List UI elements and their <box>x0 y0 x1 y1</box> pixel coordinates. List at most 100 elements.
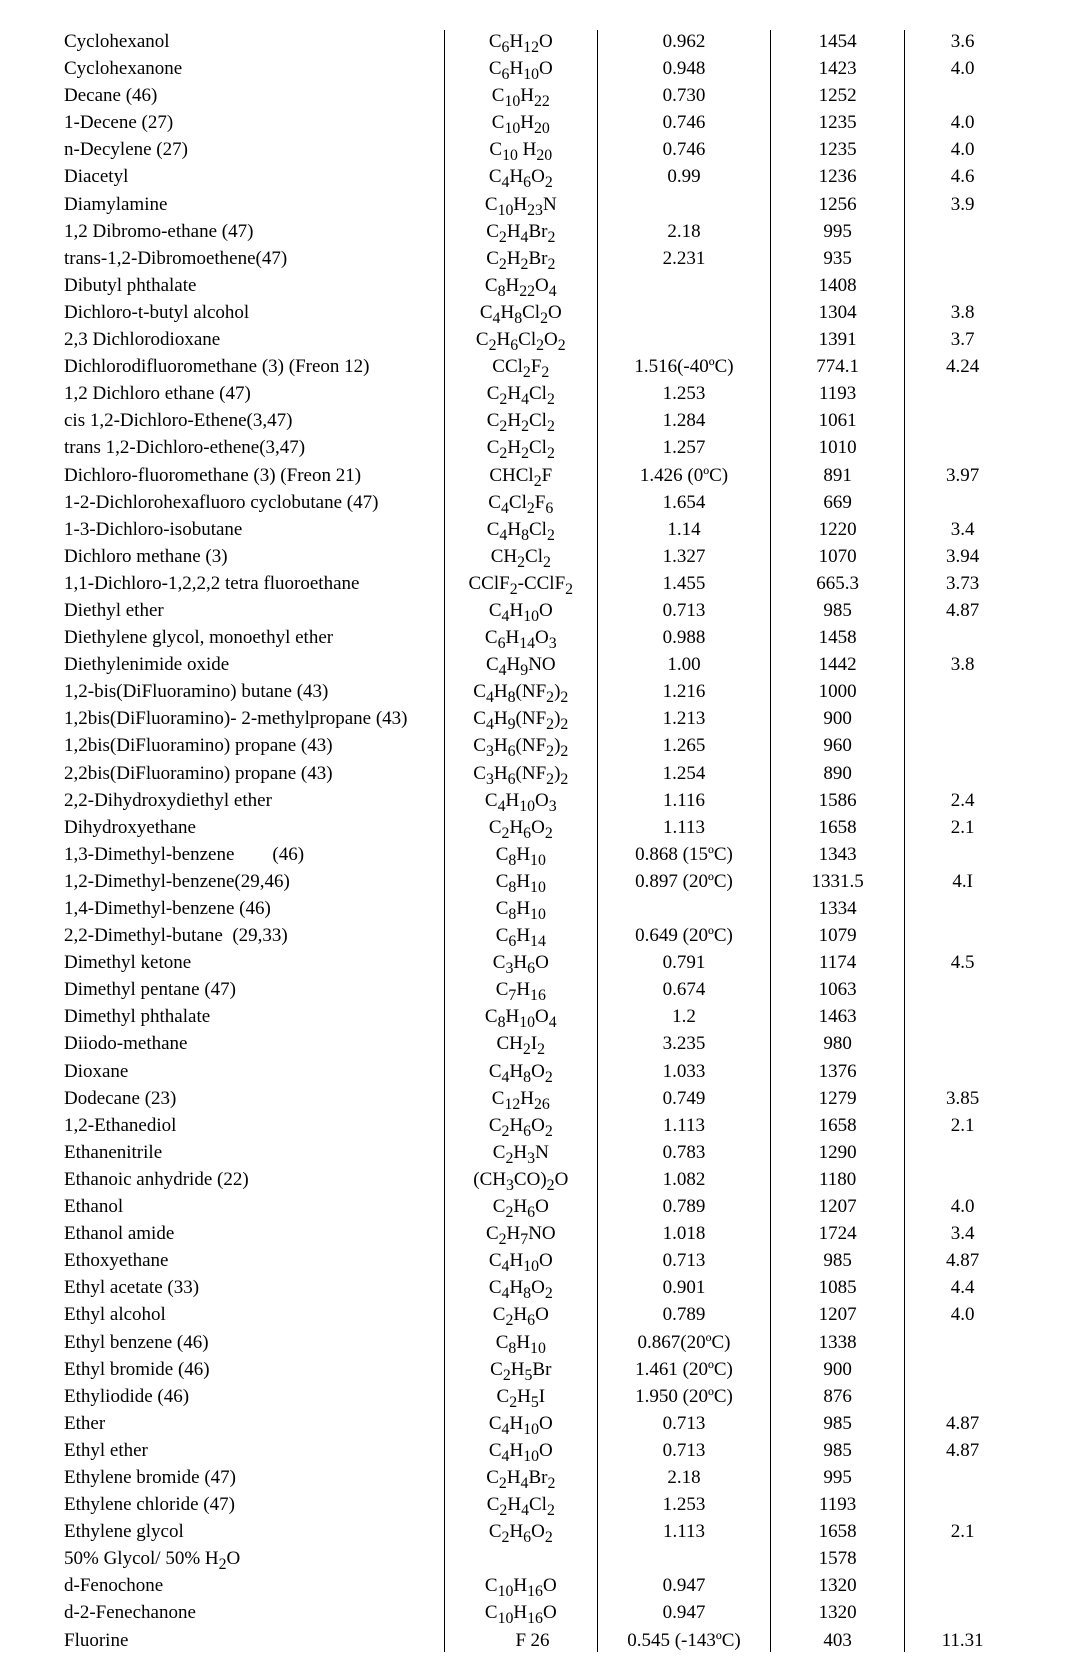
compound-name: Diacetyl <box>60 165 444 192</box>
table-row: 2,2-Dihydroxydiethyl etherC4H10O31.11615… <box>60 789 1020 816</box>
value-col-2: 1304 <box>770 301 904 328</box>
compound-name: Diamylamine <box>60 193 444 220</box>
table-row: d-2-FenechanoneC10H16O0.9471320 <box>60 1601 1020 1628</box>
compound-name: 1-3-Dichloro-isobutane <box>60 518 444 545</box>
table-row: Dichloro-t-butyl alcoholC4H8Cl2O13043.8 <box>60 301 1020 328</box>
table-row: Decane (46)C10H220.7301252 <box>60 84 1020 111</box>
value-col-1 <box>598 1547 771 1574</box>
value-col-1 <box>598 193 771 220</box>
value-col-1: 1.426 (0ºC) <box>598 464 771 491</box>
value-col-1: 1.284 <box>598 409 771 436</box>
value-col-2: 1000 <box>770 680 904 707</box>
value-col-2: 1256 <box>770 193 904 220</box>
value-col-3 <box>905 1032 1020 1059</box>
table-row: Dimethyl pentane (47)C7H160.6741063 <box>60 978 1020 1005</box>
value-col-3 <box>905 762 1020 789</box>
value-col-3: 3.9 <box>905 193 1020 220</box>
value-col-3 <box>905 409 1020 436</box>
compound-name: Ethoxyethane <box>60 1249 444 1276</box>
value-col-1: 1.253 <box>598 1493 771 1520</box>
chemical-formula: C4H8O2 <box>444 1276 598 1303</box>
table-row: d-FenochoneC10H16O0.9471320 <box>60 1574 1020 1601</box>
table-row: Ethyl alcoholC2H6O0.78912074.0 <box>60 1303 1020 1330</box>
chemical-formula <box>444 1547 598 1574</box>
value-col-1: 1.461 (20ºC) <box>598 1358 771 1385</box>
chemical-formula: C2H6O2 <box>444 816 598 843</box>
compound-name: trans-1,2-Dibromoethene(47) <box>60 247 444 274</box>
compound-name: Ethyl acetate (33) <box>60 1276 444 1303</box>
chemical-formula: C4H8Cl2 <box>444 518 598 545</box>
value-col-2: 1578 <box>770 1547 904 1574</box>
value-col-1: 1.2 <box>598 1005 771 1032</box>
compound-name: Dimethyl phthalate <box>60 1005 444 1032</box>
value-col-3: 4.87 <box>905 599 1020 626</box>
value-col-1: 0.962 <box>598 30 771 57</box>
table-row: 1-2-Dichlorohexafluoro cyclobutane (47)C… <box>60 491 1020 518</box>
compound-name: Dihydroxyethane <box>60 816 444 843</box>
compound-name: Dichlorodifluoromethane (3) (Freon 12) <box>60 355 444 382</box>
compound-name: 1,2-Dimethyl-benzene(29,46) <box>60 870 444 897</box>
table-row: 1,2 Dibromo-ethane (47)C2H4Br22.18995 <box>60 220 1020 247</box>
value-col-3: 4.87 <box>905 1249 1020 1276</box>
value-col-1: 0.868 (15ºC) <box>598 843 771 870</box>
compound-name: Ethanol <box>60 1195 444 1222</box>
chemical-formula: C2H6O <box>444 1195 598 1222</box>
value-col-3: 3.94 <box>905 545 1020 572</box>
value-col-1: 1.950 (20ºC) <box>598 1385 771 1412</box>
value-col-2: 665.3 <box>770 572 904 599</box>
compound-name: cis 1,2-Dichloro-Ethene(3,47) <box>60 409 444 436</box>
table-row: Diethylene glycol, monoethyl etherC6H14O… <box>60 626 1020 653</box>
compound-name: Dodecane (23) <box>60 1087 444 1114</box>
table-row: DiacetylC4H6O20.9912364.6 <box>60 165 1020 192</box>
table-row: n-Decylene (27)C10 H200.74612354.0 <box>60 138 1020 165</box>
value-col-3: 2.1 <box>905 1520 1020 1547</box>
value-col-2: 1408 <box>770 274 904 301</box>
value-col-1: 0.897 (20ºC) <box>598 870 771 897</box>
value-col-3: 4.87 <box>905 1412 1020 1439</box>
chemical-formula: C2H6O <box>444 1303 598 1330</box>
value-col-3 <box>905 491 1020 518</box>
value-col-1: 0.713 <box>598 1439 771 1466</box>
value-col-1: 1.14 <box>598 518 771 545</box>
value-col-2: 1338 <box>770 1331 904 1358</box>
value-col-1: 0.713 <box>598 1249 771 1276</box>
value-col-3: 3.73 <box>905 572 1020 599</box>
value-col-1: 0.901 <box>598 1276 771 1303</box>
chemical-formula: C2H6O2 <box>444 1520 598 1547</box>
value-col-1: 1.253 <box>598 382 771 409</box>
compound-name: Cyclohexanone <box>60 57 444 84</box>
value-col-1: 0.746 <box>598 111 771 138</box>
value-col-2: 980 <box>770 1032 904 1059</box>
value-col-1: 0.649 (20ºC) <box>598 924 771 951</box>
table-row: Diethyl etherC4H10O0.7139854.87 <box>60 599 1020 626</box>
table-row: trans 1,2-Dichloro-ethene(3,47)C2H2Cl21.… <box>60 436 1020 463</box>
compound-name: d-Fenochone <box>60 1574 444 1601</box>
value-col-3 <box>905 1060 1020 1087</box>
value-col-3 <box>905 1601 1020 1628</box>
value-col-3 <box>905 734 1020 761</box>
chemical-formula: C4Cl2F6 <box>444 491 598 518</box>
value-col-2: 985 <box>770 1249 904 1276</box>
table-row: 1,2bis(DiFluoramino)- 2-methylpropane (4… <box>60 707 1020 734</box>
value-col-3 <box>905 1385 1020 1412</box>
compound-name: 2,2-Dihydroxydiethyl ether <box>60 789 444 816</box>
value-col-3: 4.0 <box>905 111 1020 138</box>
table-row: cis 1,2-Dichloro-Ethene(3,47)C2H2Cl21.28… <box>60 409 1020 436</box>
value-col-2: 1085 <box>770 1276 904 1303</box>
value-col-2: 1586 <box>770 789 904 816</box>
compound-name: Ethyliodide (46) <box>60 1385 444 1412</box>
compound-name: 1,4-Dimethyl-benzene (46) <box>60 897 444 924</box>
chemical-formula: C2H6O2 <box>444 1114 598 1141</box>
compound-name: 1-Decene (27) <box>60 111 444 138</box>
value-col-1: 0.746 <box>598 138 771 165</box>
chemical-formula: C4H8(NF2)2 <box>444 680 598 707</box>
chemical-formula: C2H4Br2 <box>444 220 598 247</box>
value-col-1: 0.99 <box>598 165 771 192</box>
compound-name: Dioxane <box>60 1060 444 1087</box>
compound-name: Dichloro methane (3) <box>60 545 444 572</box>
value-col-1 <box>598 897 771 924</box>
value-col-3: 3.8 <box>905 301 1020 328</box>
compound-name: Dichloro-t-butyl alcohol <box>60 301 444 328</box>
value-col-2: 1343 <box>770 843 904 870</box>
value-col-1 <box>598 301 771 328</box>
